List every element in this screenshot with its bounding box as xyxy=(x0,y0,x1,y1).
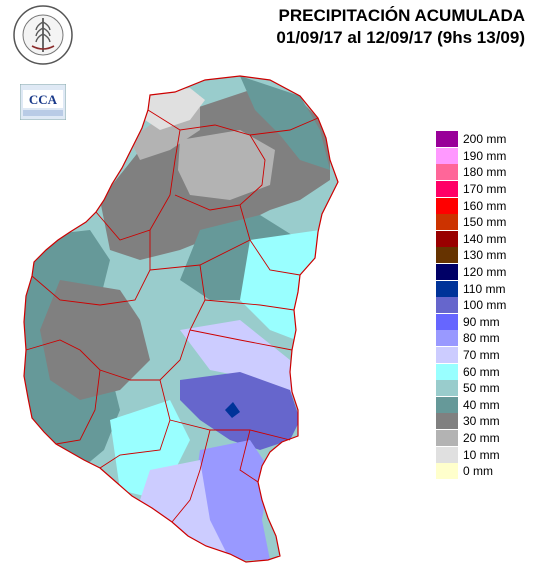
legend-label: 60 mm xyxy=(463,364,500,379)
legend-swatch xyxy=(436,347,458,364)
legend-label: 190 mm xyxy=(463,148,507,163)
legend-item: 70 mm xyxy=(436,347,531,364)
cca-logo-text: CCA xyxy=(29,92,58,107)
legend-item: 180 mm xyxy=(436,164,531,181)
legend-swatch xyxy=(436,147,458,164)
legend-item: 0 mm xyxy=(436,463,531,480)
legend-item: 100 mm xyxy=(436,297,531,314)
legend-swatch xyxy=(436,264,458,281)
legend-swatch xyxy=(436,330,458,347)
legend-label: 100 mm xyxy=(463,298,507,313)
legend-swatch xyxy=(436,446,458,463)
legend-item: 50 mm xyxy=(436,380,531,397)
legend-swatch xyxy=(436,131,458,148)
legend-item: 20 mm xyxy=(436,429,531,447)
legend-label: 170 mm xyxy=(463,182,507,197)
legend-item: 160 mm xyxy=(436,197,531,214)
legend-label: 110 mm xyxy=(463,281,506,296)
legend-item: 140 mm xyxy=(436,230,531,248)
legend-item: 190 mm xyxy=(436,147,531,165)
cca-logo: CCA xyxy=(20,84,66,120)
legend-item: 90 mm xyxy=(436,313,531,331)
legend-swatch xyxy=(436,313,458,330)
legend-label: 80 mm xyxy=(463,331,500,346)
legend-item: 10 mm xyxy=(436,446,531,463)
legend-label: 40 mm xyxy=(463,397,500,412)
map-title: PRECIPITACIÓN ACUMULADA 01/09/17 al 12/0… xyxy=(205,5,525,49)
legend-swatch xyxy=(436,247,458,264)
legend-label: 180 mm xyxy=(463,165,507,180)
legend-swatch xyxy=(436,363,458,380)
legend-swatch xyxy=(436,413,458,430)
legend-label: 20 mm xyxy=(463,430,500,445)
legend-item: 130 mm xyxy=(436,247,531,264)
legend-swatch xyxy=(436,380,458,397)
legend-label: 10 mm xyxy=(463,447,500,462)
legend-item: 170 mm xyxy=(436,181,531,198)
precipitation-map xyxy=(23,75,339,563)
legend-swatch xyxy=(436,181,458,198)
legend-label: 70 mm xyxy=(463,348,500,363)
legend-swatch xyxy=(436,463,458,480)
legend-label: 160 mm xyxy=(463,198,507,213)
title-line-2: 01/09/17 al 12/09/17 (9hs 13/09) xyxy=(276,28,525,47)
title-line-1: PRECIPITACIÓN ACUMULADA xyxy=(278,6,526,25)
precipitation-fields xyxy=(24,76,338,562)
legend-item: 110 mm xyxy=(436,280,531,297)
legend-label: 120 mm xyxy=(463,265,507,280)
precipitation-legend: 200 mm 190 mm 180 mm 170 mm 160 mm 150 mm 140 … xyxy=(436,131,531,480)
legend-item: 30 mm xyxy=(436,413,531,430)
legend-swatch xyxy=(436,214,458,231)
legend-label: 130 mm xyxy=(463,248,507,263)
department-boundaries xyxy=(25,109,319,523)
legend-label: 150 mm xyxy=(463,215,507,230)
bolsa-cereales-seal-logo xyxy=(13,5,73,65)
legend-item: 200 mm xyxy=(436,131,531,148)
legend-swatch xyxy=(436,297,458,314)
legend-label: 200 mm xyxy=(463,132,507,147)
legend-swatch xyxy=(436,429,458,446)
legend-item: 80 mm xyxy=(436,330,531,347)
legend-label: 30 mm xyxy=(463,414,500,429)
legend-swatch xyxy=(436,197,458,214)
legend-item: 150 mm xyxy=(436,214,531,231)
legend-item: 60 mm xyxy=(436,363,531,380)
legend-swatch xyxy=(436,230,458,247)
legend-swatch xyxy=(436,280,458,297)
legend-item: 40 mm xyxy=(436,396,531,414)
legend-label: 0 mm xyxy=(463,464,493,479)
legend-label: 50 mm xyxy=(463,381,500,396)
legend-label: 140 mm xyxy=(463,231,507,246)
legend-swatch xyxy=(436,396,458,413)
legend-item: 120 mm xyxy=(436,264,531,281)
legend-swatch xyxy=(436,164,458,181)
legend-label: 90 mm xyxy=(463,314,500,329)
